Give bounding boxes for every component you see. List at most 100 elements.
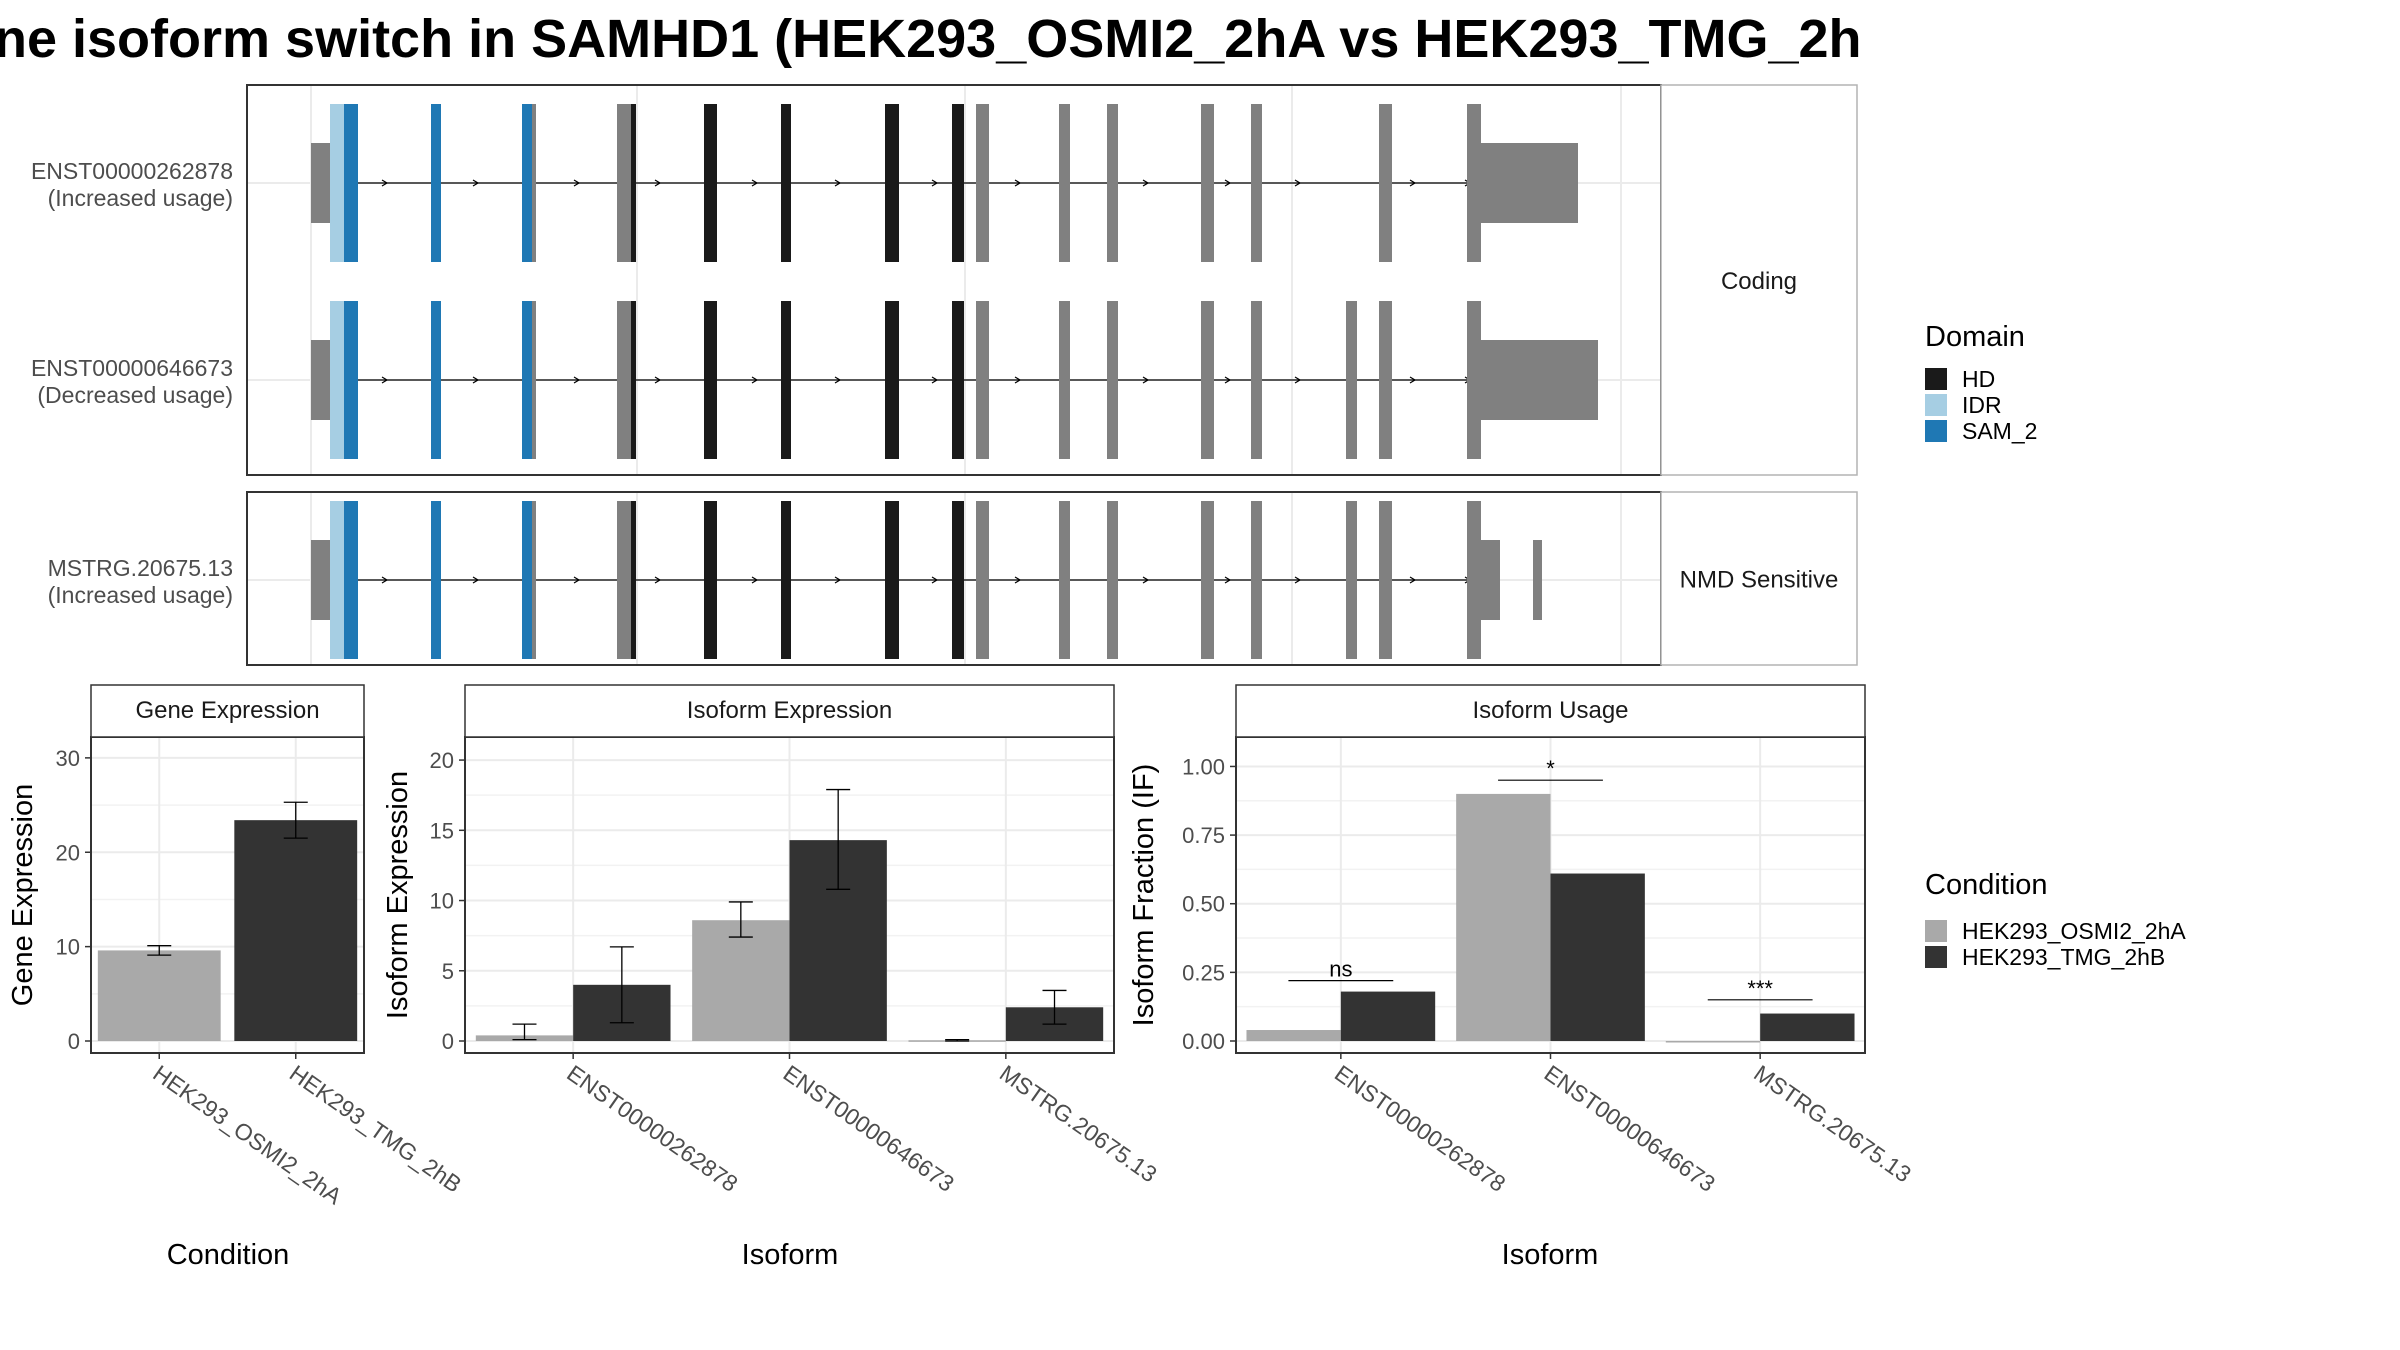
intron-direction-arrow	[381, 576, 389, 584]
y-axis-title: Isoform Expression	[382, 771, 414, 1019]
isoform-label-id: ENST00000262878	[31, 158, 233, 184]
intron-direction-arrow	[1409, 376, 1417, 384]
intron-direction-arrow	[472, 179, 480, 187]
intron-direction-arrow	[1224, 576, 1232, 584]
y-axis-tick-label: 15	[430, 818, 454, 843]
structure-strip-label: NMD Sensitive	[1680, 567, 1839, 594]
figure-title: ne isoform switch in SAMHD1 (HEK293_OSMI…	[0, 9, 1862, 69]
intron-direction-arrow	[1142, 576, 1150, 584]
intron-direction-arrow	[931, 576, 939, 584]
bar	[97, 950, 221, 1041]
intron-direction-arrow	[1142, 179, 1150, 187]
chart-title: Gene Expression	[135, 697, 319, 724]
isoform-label-usage: (Decreased usage)	[37, 382, 233, 408]
intron-direction-arrow	[472, 376, 480, 384]
exon-block	[952, 104, 964, 262]
exon-block	[781, 501, 791, 659]
bar	[1760, 1013, 1855, 1041]
y-axis-tick-label: 10	[430, 889, 454, 914]
exon-block	[781, 301, 791, 459]
y-axis-title: Isoform Fraction (IF)	[1128, 764, 1160, 1027]
exon-block	[704, 301, 717, 459]
exon-block	[311, 340, 332, 420]
exon-block	[532, 301, 536, 459]
exon-block	[1251, 301, 1262, 459]
intron-direction-arrow	[751, 179, 759, 187]
intron-direction-arrow	[1142, 376, 1150, 384]
intron-direction-arrow	[834, 576, 842, 584]
bar	[692, 920, 790, 1041]
exon-block	[431, 104, 441, 262]
bar	[1340, 991, 1436, 1041]
intron-direction-arrow	[931, 179, 939, 187]
exon-block	[631, 301, 636, 459]
exon-block	[976, 501, 989, 659]
exon-block	[631, 104, 636, 262]
structure-strip-label: Coding	[1721, 268, 1797, 295]
exon-block	[311, 540, 332, 620]
exon-block	[1467, 501, 1481, 659]
intron-direction-arrow	[1224, 376, 1232, 384]
intron-direction-arrow	[834, 376, 842, 384]
intron-direction-arrow	[931, 376, 939, 384]
bar	[1665, 1041, 1761, 1043]
exon-block	[330, 104, 344, 262]
exon-block	[1481, 340, 1598, 420]
chart-strip	[1235, 684, 1866, 738]
exon-block	[330, 501, 344, 659]
exon-block	[522, 104, 532, 262]
exon-block	[1379, 301, 1392, 459]
exon-block	[1107, 301, 1118, 459]
intron-direction-arrow	[751, 376, 759, 384]
exon-block	[1467, 104, 1481, 262]
bar	[1246, 1030, 1341, 1041]
isoform-label-usage: (Increased usage)	[48, 582, 233, 608]
exon-block	[952, 301, 964, 459]
x-axis-title: Isoform	[1502, 1239, 1599, 1271]
y-axis-tick-label: 10	[56, 935, 80, 960]
domain-legend-label: IDR	[1962, 392, 2002, 418]
isoform-structure-plot: ENST00000262878 (Increased usage) ENST0000…	[31, 84, 1858, 666]
y-axis-tick-label: 0.75	[1182, 823, 1225, 848]
exon-block	[1059, 301, 1070, 459]
significance-label: ***	[1747, 976, 1773, 1001]
exon-block	[1201, 301, 1214, 459]
x-axis-tick-label: ENST00000646673	[779, 1060, 959, 1197]
y-axis-tick-label: 0.00	[1182, 1029, 1225, 1054]
intron-direction-arrow	[654, 576, 662, 584]
x-axis-tick-label: MSTRG.20675.13	[1749, 1060, 1916, 1188]
exon-block	[1107, 501, 1118, 659]
condition-legend-label: HEK293_OSMI2_2hA	[1962, 918, 2186, 944]
structure-strip	[1660, 491, 1858, 666]
chart-strip	[464, 684, 1115, 738]
exon-block	[431, 501, 441, 659]
isoform-label-id: ENST00000646673	[31, 355, 233, 381]
x-axis-tick-label: ENST00000262878	[562, 1060, 742, 1197]
y-axis-title: Gene Expression	[7, 784, 39, 1006]
exon-block	[330, 301, 344, 459]
exon-block	[781, 104, 791, 262]
exon-block	[1107, 104, 1118, 262]
significance-label: ns	[1329, 957, 1352, 982]
domain-legend-title: Domain	[1925, 321, 2025, 353]
exon-block	[1201, 104, 1214, 262]
exon-block	[1201, 501, 1214, 659]
isoform-label-id: MSTRG.20675.13	[48, 555, 233, 581]
domain-legend-key	[1925, 394, 1947, 416]
exon-block	[431, 301, 441, 459]
exon-block	[1251, 104, 1262, 262]
x-axis-title: Isoform	[742, 1239, 839, 1271]
exon-block	[1251, 501, 1262, 659]
exon-block	[344, 301, 358, 459]
exon-block	[1346, 301, 1357, 459]
exon-block	[617, 301, 631, 459]
exon-block	[1481, 143, 1578, 223]
y-axis-tick-label: 1.00	[1182, 754, 1225, 779]
exon-block	[311, 143, 332, 223]
exon-block	[976, 301, 989, 459]
y-axis-tick-label: 20	[430, 748, 454, 773]
y-axis-tick-label: 20	[56, 840, 80, 865]
intron-direction-arrow	[1409, 179, 1417, 187]
